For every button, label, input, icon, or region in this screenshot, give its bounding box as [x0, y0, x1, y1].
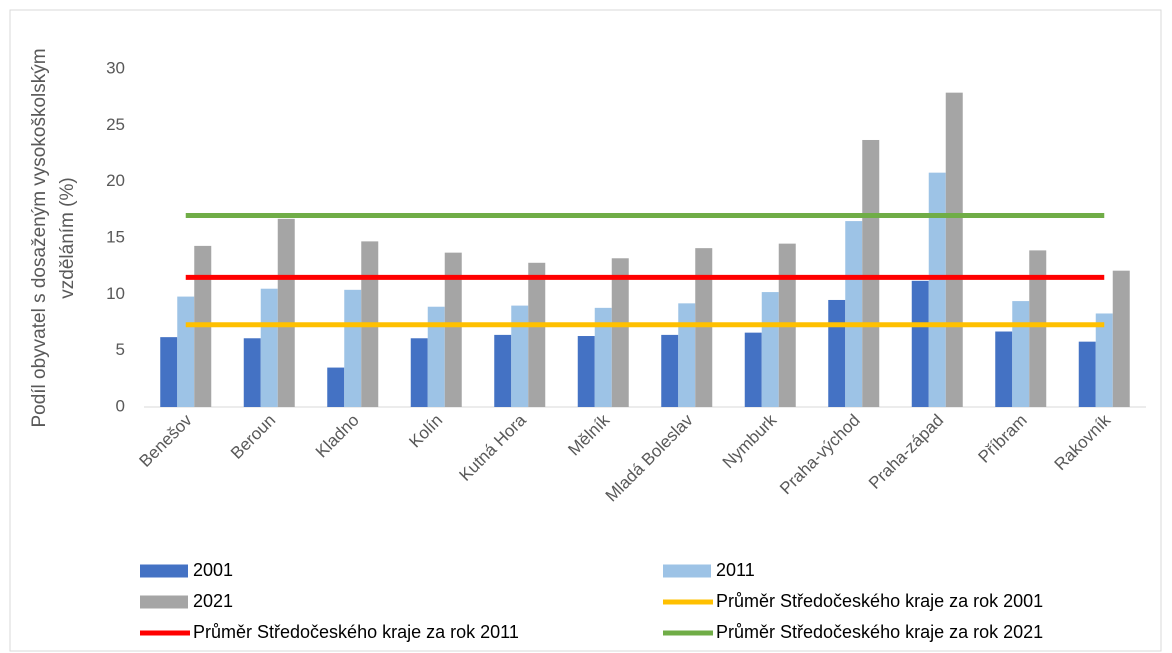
legend-swatch	[140, 564, 188, 578]
bar	[594, 307, 612, 407]
bar	[695, 248, 713, 407]
y-axis-label: vzděláním (%)	[57, 177, 78, 298]
legend-label: Průměr Středočeského kraje za rok 2001	[716, 591, 1043, 611]
bar	[177, 296, 195, 407]
bar	[160, 337, 178, 407]
bar	[528, 262, 546, 407]
bar	[995, 331, 1013, 407]
bar	[344, 289, 362, 407]
bar	[661, 334, 679, 407]
bar	[862, 139, 880, 408]
y-tick-label: 25	[106, 115, 125, 134]
y-tick-label: 15	[106, 227, 125, 246]
bar	[828, 299, 846, 407]
legend-swatch	[663, 564, 711, 578]
y-tick-label: 5	[116, 340, 125, 359]
bar	[761, 292, 779, 407]
y-axis-label: Podíl obyvatel s dosaženým vysokoškolský…	[29, 48, 50, 427]
legend-label: 2021	[193, 591, 233, 611]
bar	[427, 306, 445, 407]
legend-label: Průměr Středočeského kraje za rok 2011	[193, 622, 519, 642]
bar	[1029, 250, 1047, 407]
bar	[678, 303, 696, 407]
bar	[494, 334, 512, 407]
bar	[945, 92, 963, 407]
y-tick-label: 30	[106, 58, 125, 77]
legend-label: 2001	[193, 560, 233, 580]
legend-label: 2011	[716, 560, 755, 580]
bar	[410, 338, 428, 407]
bar	[1012, 301, 1030, 407]
bar	[1112, 270, 1130, 407]
bar	[1095, 313, 1113, 407]
bar	[911, 280, 929, 407]
bar	[444, 252, 462, 407]
bar	[744, 332, 762, 407]
bar	[928, 172, 946, 407]
bar	[277, 218, 295, 407]
bar	[611, 258, 629, 407]
y-tick-label: 0	[116, 396, 125, 415]
legend-label: Průměr Středočeského kraje za rok 2021	[716, 622, 1043, 642]
y-tick-label: 20	[106, 171, 125, 190]
legend-swatch	[140, 595, 188, 609]
bar	[845, 221, 863, 407]
bar	[511, 305, 529, 407]
bar	[327, 367, 345, 407]
bar	[1078, 341, 1096, 407]
y-tick-label: 10	[106, 284, 125, 303]
bar	[577, 336, 595, 407]
bar	[243, 338, 261, 407]
bar	[260, 288, 278, 407]
